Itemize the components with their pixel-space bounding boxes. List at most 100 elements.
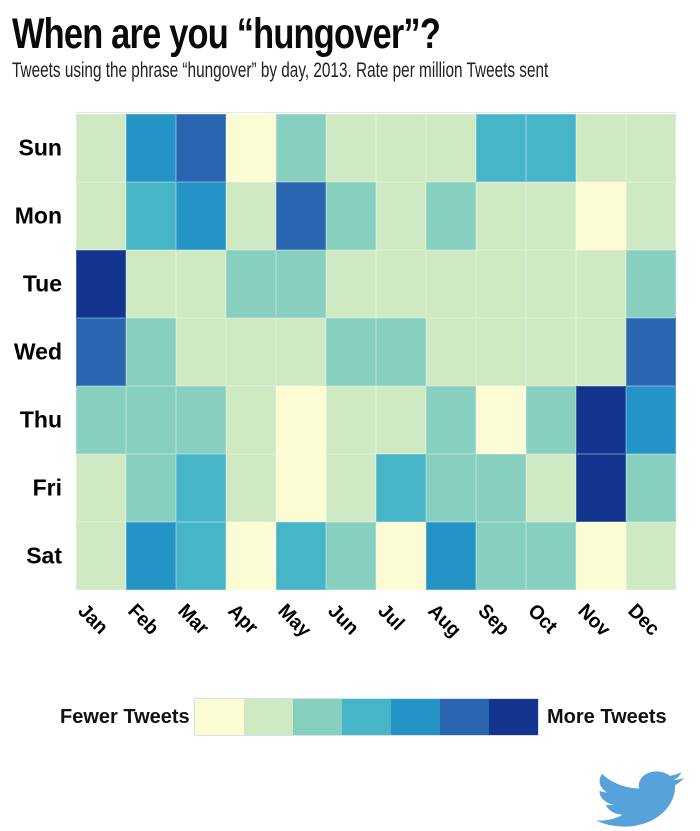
legend-swatch-level-5: [440, 699, 489, 735]
heatmap-cell-sun-nov: [576, 114, 626, 182]
day-label-sun: Sun: [18, 134, 62, 161]
heatmap-cell-wed-jul: [376, 318, 426, 386]
month-label-nov: Nov: [573, 600, 615, 641]
month-label-aug: Aug: [423, 600, 466, 642]
twitter-logo-icon: [596, 771, 684, 827]
legend-swatch-level-3: [342, 699, 391, 735]
heatmap-cell-mon-oct: [526, 182, 576, 250]
heatmap-cell-tue-jan: [76, 250, 126, 318]
heatmap-cell-sun-feb: [126, 114, 176, 182]
heatmap-cell-thu-aug: [426, 386, 476, 454]
heatmap-cell-thu-nov: [576, 386, 626, 454]
heatmap-cell-fri-feb: [126, 454, 176, 522]
heatmap-cell-mon-aug: [426, 182, 476, 250]
heatmap-cell-tue-dec: [626, 250, 676, 318]
heatmap-cell-sun-oct: [526, 114, 576, 182]
heatmap-cell-wed-mar: [176, 318, 226, 386]
heatmap-cell-mon-nov: [576, 182, 626, 250]
heatmap-cell-sat-dec: [626, 522, 676, 590]
heatmap-cell-thu-jan: [76, 386, 126, 454]
heatmap-cell-fri-jul: [376, 454, 426, 522]
heatmap-cell-tue-feb: [126, 250, 176, 318]
month-label-jun: Jun: [323, 600, 363, 640]
heatmap-cell-wed-nov: [576, 318, 626, 386]
heatmap-cell-fri-dec: [626, 454, 676, 522]
legend-swatch-level-4: [391, 699, 440, 735]
heatmap-cell-wed-may: [276, 318, 326, 386]
month-label-mar: Mar: [173, 600, 213, 640]
heatmap-cell-tue-jul: [376, 250, 426, 318]
heatmap-cell-sat-may: [276, 522, 326, 590]
heatmap-cell-sun-apr: [226, 114, 276, 182]
legend-high-label: More Tweets: [547, 705, 667, 728]
month-label-jan: Jan: [73, 600, 113, 639]
heatmap-cell-tue-mar: [176, 250, 226, 318]
heatmap-cell-sun-sep: [476, 114, 526, 182]
heatmap-cell-thu-dec: [626, 386, 676, 454]
heatmap-cell-sun-jul: [376, 114, 426, 182]
heatmap-cell-fri-apr: [226, 454, 276, 522]
heatmap-cell-wed-feb: [126, 318, 176, 386]
legend-swatch-level-0: [195, 699, 244, 735]
heatmap-cell-fri-jan: [76, 454, 126, 522]
heatmap-cell-mon-mar: [176, 182, 226, 250]
month-label-sep: Sep: [473, 600, 514, 641]
heatmap-cell-tue-aug: [426, 250, 476, 318]
heatmap-cell-fri-jun: [326, 454, 376, 522]
heatmap-cell-sat-nov: [576, 522, 626, 590]
heatmap-grid: [76, 114, 676, 590]
heatmap-cell-tue-apr: [226, 250, 276, 318]
heatmap-cell-fri-aug: [426, 454, 476, 522]
day-label-thu: Thu: [19, 406, 62, 433]
heatmap-cell-mon-dec: [626, 182, 676, 250]
legend-swatch-level-1: [244, 699, 293, 735]
month-label-dec: Dec: [623, 600, 664, 641]
heatmap-cell-mon-jul: [376, 182, 426, 250]
month-label-feb: Feb: [123, 600, 163, 640]
chart-subtitle: Tweets using the phrase “hungover” by da…: [12, 59, 549, 82]
heatmap-cell-tue-jun: [326, 250, 376, 318]
heatmap-cell-thu-feb: [126, 386, 176, 454]
day-label-fri: Fri: [32, 474, 62, 501]
heatmap-cell-sat-oct: [526, 522, 576, 590]
legend-low-label: Fewer Tweets: [60, 705, 190, 728]
heatmap-cell-mon-may: [276, 182, 326, 250]
chart-title: When are you “hungover”?: [12, 10, 441, 58]
heatmap-cell-thu-apr: [226, 386, 276, 454]
heatmap-cell-wed-jan: [76, 318, 126, 386]
month-label-may: May: [273, 600, 316, 642]
heatmap-cell-mon-jan: [76, 182, 126, 250]
day-label-sat: Sat: [26, 542, 62, 569]
month-label-jul: Jul: [373, 600, 409, 635]
heatmap-cell-fri-may: [276, 454, 326, 522]
heatmap-cell-sat-mar: [176, 522, 226, 590]
day-label-mon: Mon: [14, 202, 62, 229]
legend-swatch-level-2: [293, 699, 342, 735]
heatmap-cell-sun-mar: [176, 114, 226, 182]
heatmap-cell-thu-oct: [526, 386, 576, 454]
heatmap-cell-mon-jun: [326, 182, 376, 250]
heatmap-cell-sat-jun: [326, 522, 376, 590]
heatmap-cell-wed-oct: [526, 318, 576, 386]
heatmap-cell-sat-sep: [476, 522, 526, 590]
heatmap-cell-fri-sep: [476, 454, 526, 522]
heatmap-cell-tue-nov: [576, 250, 626, 318]
heatmap-cell-thu-mar: [176, 386, 226, 454]
heatmap-cell-sun-jun: [326, 114, 376, 182]
heatmap-cell-fri-mar: [176, 454, 226, 522]
heatmap-cell-thu-jul: [376, 386, 426, 454]
day-label-wed: Wed: [13, 338, 62, 365]
heatmap-cell-wed-aug: [426, 318, 476, 386]
heatmap-cell-sun-aug: [426, 114, 476, 182]
legend: Fewer Tweets More Tweets: [60, 698, 667, 736]
heatmap-cell-wed-sep: [476, 318, 526, 386]
heatmap-cell-sun-jan: [76, 114, 126, 182]
heatmap-cell-tue-sep: [476, 250, 526, 318]
day-label-tue: Tue: [22, 270, 62, 297]
heatmap-cell-mon-feb: [126, 182, 176, 250]
heatmap-cell-thu-may: [276, 386, 326, 454]
heatmap-cell-sat-aug: [426, 522, 476, 590]
heatmap-cell-tue-may: [276, 250, 326, 318]
heatmap-cell-sat-jan: [76, 522, 126, 590]
